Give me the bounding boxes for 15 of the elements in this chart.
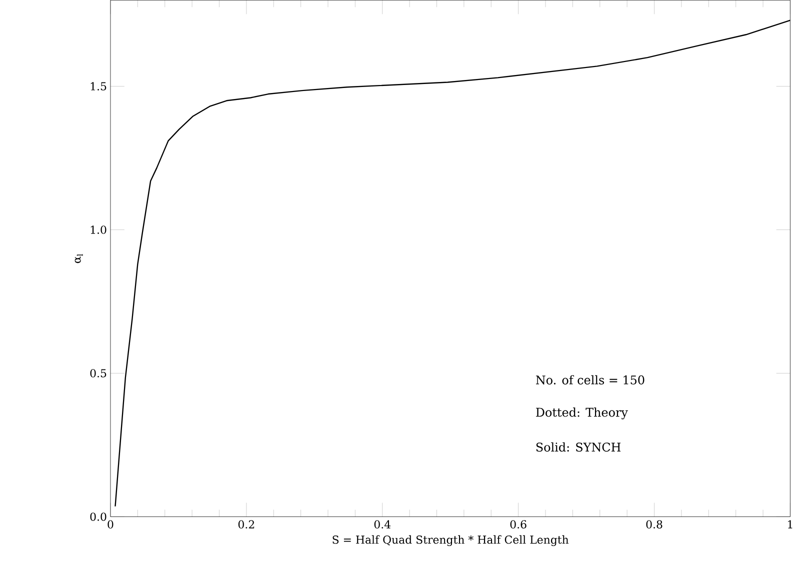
y-tick-label: 0.5	[90, 368, 106, 378]
x-tick-label: 0.8	[646, 520, 662, 528]
y-tick-label: 1.5	[90, 82, 106, 90]
x-axis-title: S = Half Quad Strength * Half Cell Length	[332, 535, 569, 546]
annotation: Solid: SYNCH	[536, 442, 621, 452]
annotation: No. of cells = 150	[536, 375, 644, 384]
y-tick-label: 1.0	[90, 225, 106, 234]
y-axis-title: α$_{l}$	[74, 254, 83, 263]
y-tick-label: 0.0	[90, 512, 106, 521]
x-tick-label: 0.2	[238, 520, 254, 528]
x-tick-label: 0	[108, 520, 114, 528]
annotation: Dotted: Theory	[536, 407, 628, 420]
x-tick-label: 1	[788, 520, 792, 528]
x-tick-label: 0.4	[374, 520, 391, 528]
x-tick-label: 0.6	[510, 520, 526, 528]
